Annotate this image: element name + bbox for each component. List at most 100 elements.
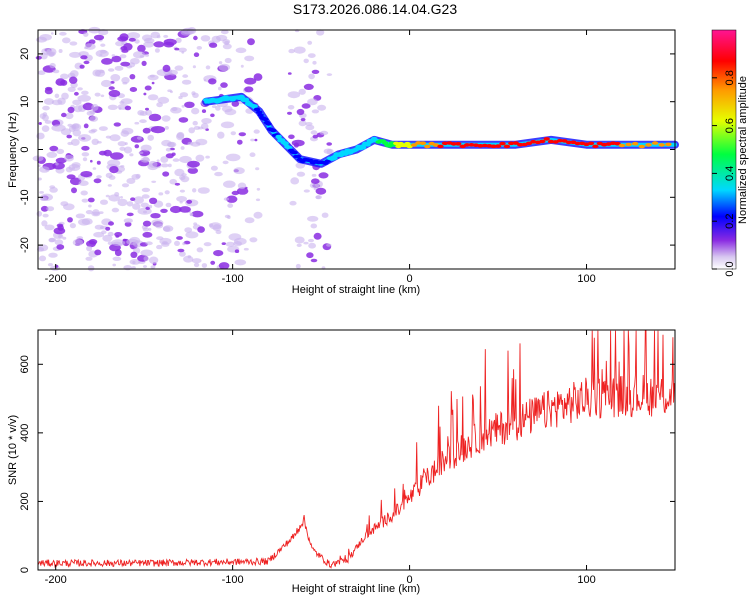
ridge-cell [632,141,639,146]
noise-speckle [57,97,66,106]
noise-speckle [107,104,118,111]
noise-speckle [222,160,229,165]
noise-speckle [121,183,130,188]
noise-speckle [306,252,314,259]
noise-speckle [294,236,305,244]
noise-speckle [169,178,177,185]
noise-speckle [212,224,222,232]
noise-speckle [52,69,60,74]
noise-speckle [295,162,306,169]
ridge-cell [404,141,411,146]
noise-speckle [66,134,72,139]
noise-speckle [193,52,200,57]
snr-plot-area [38,330,675,570]
noise-speckle [100,43,106,47]
noise-speckle [55,157,67,164]
noise-speckle [310,223,318,229]
noise-speckle [108,89,121,98]
noise-speckle [298,88,306,95]
noise-speckle [311,178,320,184]
noise-speckle [287,72,292,75]
noise-speckle [174,240,180,246]
noise-speckle [311,69,320,74]
noise-speckle [238,132,246,137]
spectrogram-y-ticks: -20 -10 0 10 20 [19,48,675,253]
noise-speckle [133,196,144,204]
ridge-cell [294,154,302,159]
noise-speckle [189,212,194,217]
noise-speckle [93,178,102,184]
noise-speckle [205,65,211,70]
noise-speckle [110,74,121,82]
noise-speckle [143,210,147,214]
noise-speckle [295,263,301,269]
noise-speckle [109,134,121,142]
noise-speckle [44,224,55,231]
noise-speckle [186,199,193,204]
noise-speckle [93,34,105,41]
noise-speckle [83,60,90,65]
noise-speckle [319,130,329,136]
noise-speckle [312,60,317,65]
x-tick-label: 100 [577,574,595,586]
noise-speckle [326,243,332,247]
noise-speckle [224,214,230,219]
ridge-cell [286,145,293,150]
noise-speckle [233,237,247,245]
noise-speckle [112,256,122,261]
noise-speckle [296,171,306,177]
noise-speckle [156,35,161,39]
noise-speckle [105,135,111,139]
noise-speckle [80,190,88,196]
ridge-cell [359,146,367,150]
noise-speckle [193,35,198,41]
noise-speckle [126,201,134,207]
noise-speckle [82,102,94,111]
noise-speckle [49,62,56,69]
noise-speckle [141,194,150,199]
noise-speckle [160,163,169,168]
noise-speckle [123,146,133,154]
noise-speckle [47,263,54,267]
noise-speckle [148,227,152,231]
noise-speckle [253,73,263,81]
ridge-cell [539,139,546,144]
noise-speckle [75,213,86,219]
noise-speckle [49,145,59,152]
noise-speckle [218,63,231,72]
noise-speckle [40,205,49,212]
noise-speckle [126,238,139,245]
noise-speckle [80,171,93,178]
noise-speckle [109,166,119,174]
noise-speckle [137,44,146,53]
x-tick-label: -100 [222,574,244,586]
noise-speckle [81,198,89,203]
noise-speckle [72,99,82,106]
ridge-cell [645,143,652,147]
noise-speckle [311,173,317,177]
noise-speckle [157,96,170,104]
noise-speckle [64,154,74,162]
noise-speckle [126,178,136,184]
ridge-cell [331,156,338,161]
snr-x-ticks: -200 -100 0 100 [45,330,596,586]
noise-speckle [35,55,42,60]
x-tick-label: -200 [45,273,67,285]
noise-speckle [301,103,311,109]
noise-speckle [226,195,238,203]
noise-speckle [42,105,50,111]
noise-speckle [60,201,69,207]
noise-speckle [81,152,90,157]
noise-speckle [95,49,109,58]
noise-speckle [126,212,134,217]
noise-speckle [308,73,315,80]
noise-speckle [43,98,55,105]
ridge-cell [419,141,427,145]
noise-speckle [315,195,321,200]
noise-speckle [221,242,226,246]
spectrogram-x-ticks: -200 -100 0 100 [45,30,596,285]
noise-speckle [111,55,122,63]
noise-speckle [100,199,108,205]
noise-speckle [296,108,305,116]
noise-speckle [96,175,102,179]
